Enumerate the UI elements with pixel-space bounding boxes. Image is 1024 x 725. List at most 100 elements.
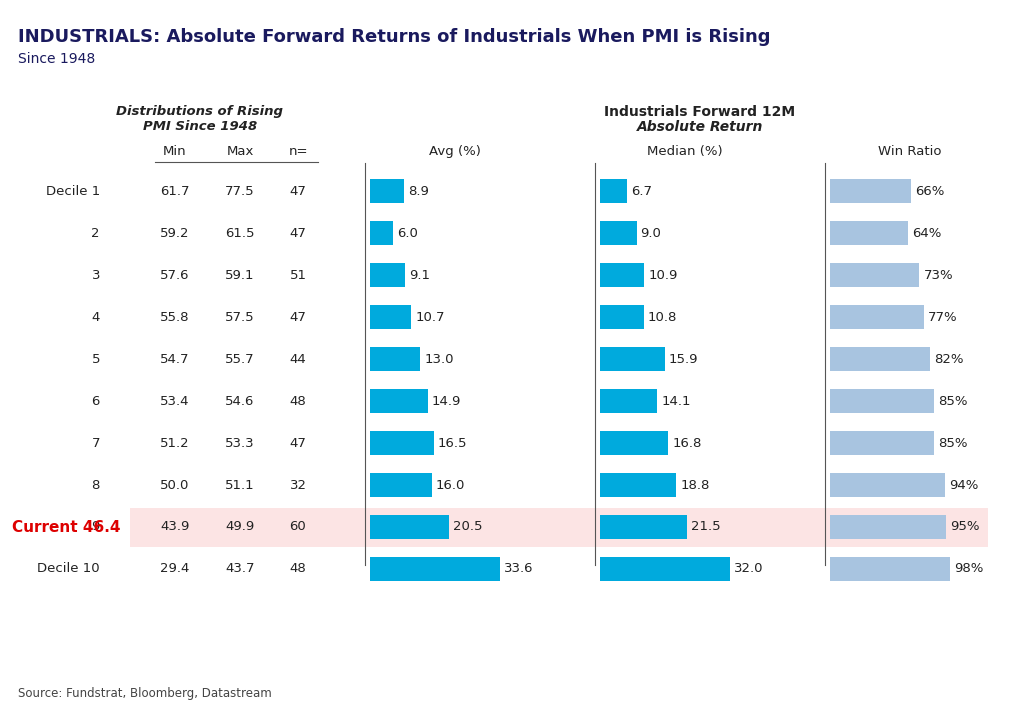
- Text: 50.0: 50.0: [161, 478, 189, 492]
- Text: 51.1: 51.1: [225, 478, 255, 492]
- FancyBboxPatch shape: [370, 389, 428, 413]
- FancyBboxPatch shape: [600, 473, 677, 497]
- Text: 21.5: 21.5: [691, 521, 721, 534]
- FancyBboxPatch shape: [830, 221, 908, 244]
- FancyBboxPatch shape: [830, 263, 920, 286]
- Text: 32.0: 32.0: [734, 563, 764, 576]
- Text: 16.0: 16.0: [436, 478, 465, 492]
- FancyBboxPatch shape: [370, 515, 450, 539]
- Text: 77%: 77%: [929, 310, 957, 323]
- Text: 6.0: 6.0: [397, 226, 418, 239]
- FancyBboxPatch shape: [830, 305, 925, 328]
- Text: Min: Min: [163, 145, 186, 158]
- FancyBboxPatch shape: [600, 263, 644, 286]
- Text: 61.5: 61.5: [225, 226, 255, 239]
- FancyBboxPatch shape: [830, 389, 934, 413]
- FancyBboxPatch shape: [600, 515, 687, 539]
- FancyBboxPatch shape: [600, 221, 637, 244]
- FancyBboxPatch shape: [830, 473, 945, 497]
- Text: 98%: 98%: [954, 563, 983, 576]
- FancyBboxPatch shape: [830, 431, 934, 455]
- Text: 4: 4: [91, 310, 100, 323]
- Text: 16.8: 16.8: [672, 436, 701, 450]
- Text: 18.8: 18.8: [680, 478, 710, 492]
- Text: 82%: 82%: [935, 352, 964, 365]
- Text: 10.8: 10.8: [648, 310, 677, 323]
- Text: 10.9: 10.9: [648, 268, 678, 281]
- Text: 32: 32: [290, 478, 306, 492]
- Text: 94%: 94%: [949, 478, 979, 492]
- Text: Max: Max: [226, 145, 254, 158]
- Text: Industrials Forward 12M: Industrials Forward 12M: [604, 105, 796, 119]
- Text: 29.4: 29.4: [161, 563, 189, 576]
- FancyBboxPatch shape: [600, 347, 665, 370]
- Text: 43.9: 43.9: [161, 521, 189, 534]
- Text: 53.3: 53.3: [225, 436, 255, 450]
- Text: 10.7: 10.7: [416, 310, 444, 323]
- Text: 16.5: 16.5: [438, 436, 467, 450]
- Text: 54.6: 54.6: [225, 394, 255, 407]
- Text: Decile 1: Decile 1: [46, 184, 100, 197]
- Text: 77.5: 77.5: [225, 184, 255, 197]
- Text: 61.7: 61.7: [160, 184, 189, 197]
- Text: 57.6: 57.6: [160, 268, 189, 281]
- Text: 43.7: 43.7: [225, 563, 255, 576]
- Text: 3: 3: [91, 268, 100, 281]
- FancyBboxPatch shape: [130, 508, 988, 547]
- FancyBboxPatch shape: [370, 347, 420, 370]
- Text: 6.7: 6.7: [631, 184, 652, 197]
- Text: 60: 60: [290, 521, 306, 534]
- Text: 48: 48: [290, 563, 306, 576]
- FancyBboxPatch shape: [370, 305, 412, 328]
- Text: 14.1: 14.1: [662, 394, 691, 407]
- Text: 59.2: 59.2: [160, 226, 189, 239]
- Text: 51.2: 51.2: [160, 436, 189, 450]
- FancyBboxPatch shape: [370, 221, 393, 244]
- Text: 51: 51: [290, 268, 306, 281]
- Text: 9: 9: [91, 521, 100, 534]
- Text: 15.9: 15.9: [669, 352, 698, 365]
- Text: 8.9: 8.9: [409, 184, 429, 197]
- Text: 14.9: 14.9: [432, 394, 461, 407]
- Text: 47: 47: [290, 184, 306, 197]
- Text: 59.1: 59.1: [225, 268, 255, 281]
- Text: 9.0: 9.0: [641, 226, 662, 239]
- Text: Win Ratio: Win Ratio: [879, 145, 942, 158]
- Text: 55.7: 55.7: [225, 352, 255, 365]
- Text: n=: n=: [288, 145, 308, 158]
- Text: 53.4: 53.4: [160, 394, 189, 407]
- FancyBboxPatch shape: [600, 431, 669, 455]
- Text: 85%: 85%: [938, 394, 968, 407]
- FancyBboxPatch shape: [370, 473, 432, 497]
- Text: Since 1948: Since 1948: [18, 52, 95, 66]
- Text: 6: 6: [91, 394, 100, 407]
- FancyBboxPatch shape: [600, 180, 628, 202]
- Text: Median (%): Median (%): [647, 145, 723, 158]
- Text: 48: 48: [290, 394, 306, 407]
- Text: Absolute Return: Absolute Return: [637, 120, 763, 134]
- Text: Distributions of Rising
PMI Since 1948: Distributions of Rising PMI Since 1948: [117, 105, 284, 133]
- Text: 95%: 95%: [950, 521, 980, 534]
- Text: 64%: 64%: [912, 226, 942, 239]
- Text: 20.5: 20.5: [454, 521, 482, 534]
- Text: 47: 47: [290, 310, 306, 323]
- Text: 54.7: 54.7: [160, 352, 189, 365]
- Text: Source: Fundstrat, Bloomberg, Datastream: Source: Fundstrat, Bloomberg, Datastream: [18, 687, 271, 700]
- Text: 33.6: 33.6: [504, 563, 534, 576]
- Text: 66%: 66%: [914, 184, 944, 197]
- Text: INDUSTRIALS: Absolute Forward Returns of Industrials When PMI is Rising: INDUSTRIALS: Absolute Forward Returns of…: [18, 28, 770, 46]
- Text: 73%: 73%: [924, 268, 953, 281]
- Text: 9.1: 9.1: [410, 268, 430, 281]
- FancyBboxPatch shape: [600, 558, 730, 581]
- FancyBboxPatch shape: [830, 347, 931, 370]
- FancyBboxPatch shape: [830, 180, 910, 202]
- Text: Decile 10: Decile 10: [37, 563, 100, 576]
- Text: 8: 8: [91, 478, 100, 492]
- Text: 13.0: 13.0: [424, 352, 454, 365]
- FancyBboxPatch shape: [370, 431, 434, 455]
- Text: 7: 7: [91, 436, 100, 450]
- Text: 47: 47: [290, 226, 306, 239]
- Text: 49.9: 49.9: [225, 521, 255, 534]
- FancyBboxPatch shape: [830, 558, 950, 581]
- FancyBboxPatch shape: [600, 305, 644, 328]
